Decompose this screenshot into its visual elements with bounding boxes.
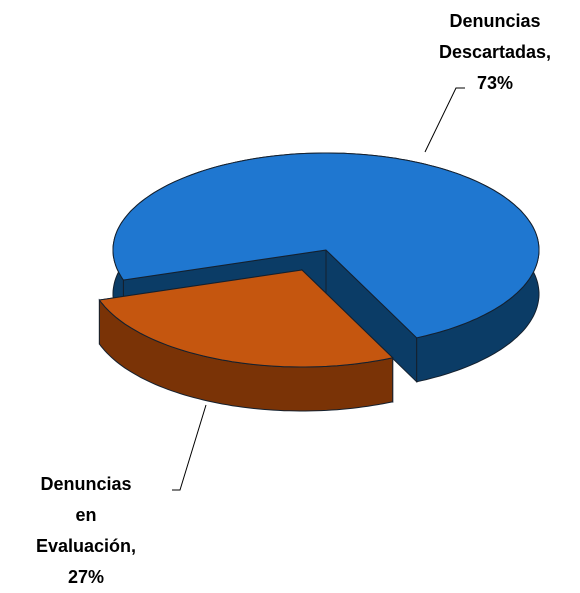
value-label: 27% <box>67 567 105 587</box>
category-label: Denuncias Descartadas, <box>438 11 552 62</box>
leader-line <box>172 404 207 491</box>
category-label: Denuncias en Evaluación, <box>35 474 137 556</box>
slice <box>98 268 394 412</box>
slice-top <box>112 152 540 339</box>
value-label: 73% <box>476 73 514 93</box>
data-label: Denuncias Descartadas, 73% <box>410 6 580 99</box>
pie <box>98 152 540 412</box>
data-label: Denuncias en Evaluación, 27% <box>28 469 144 593</box>
slice-top <box>98 269 394 368</box>
leader-line <box>424 87 465 153</box>
